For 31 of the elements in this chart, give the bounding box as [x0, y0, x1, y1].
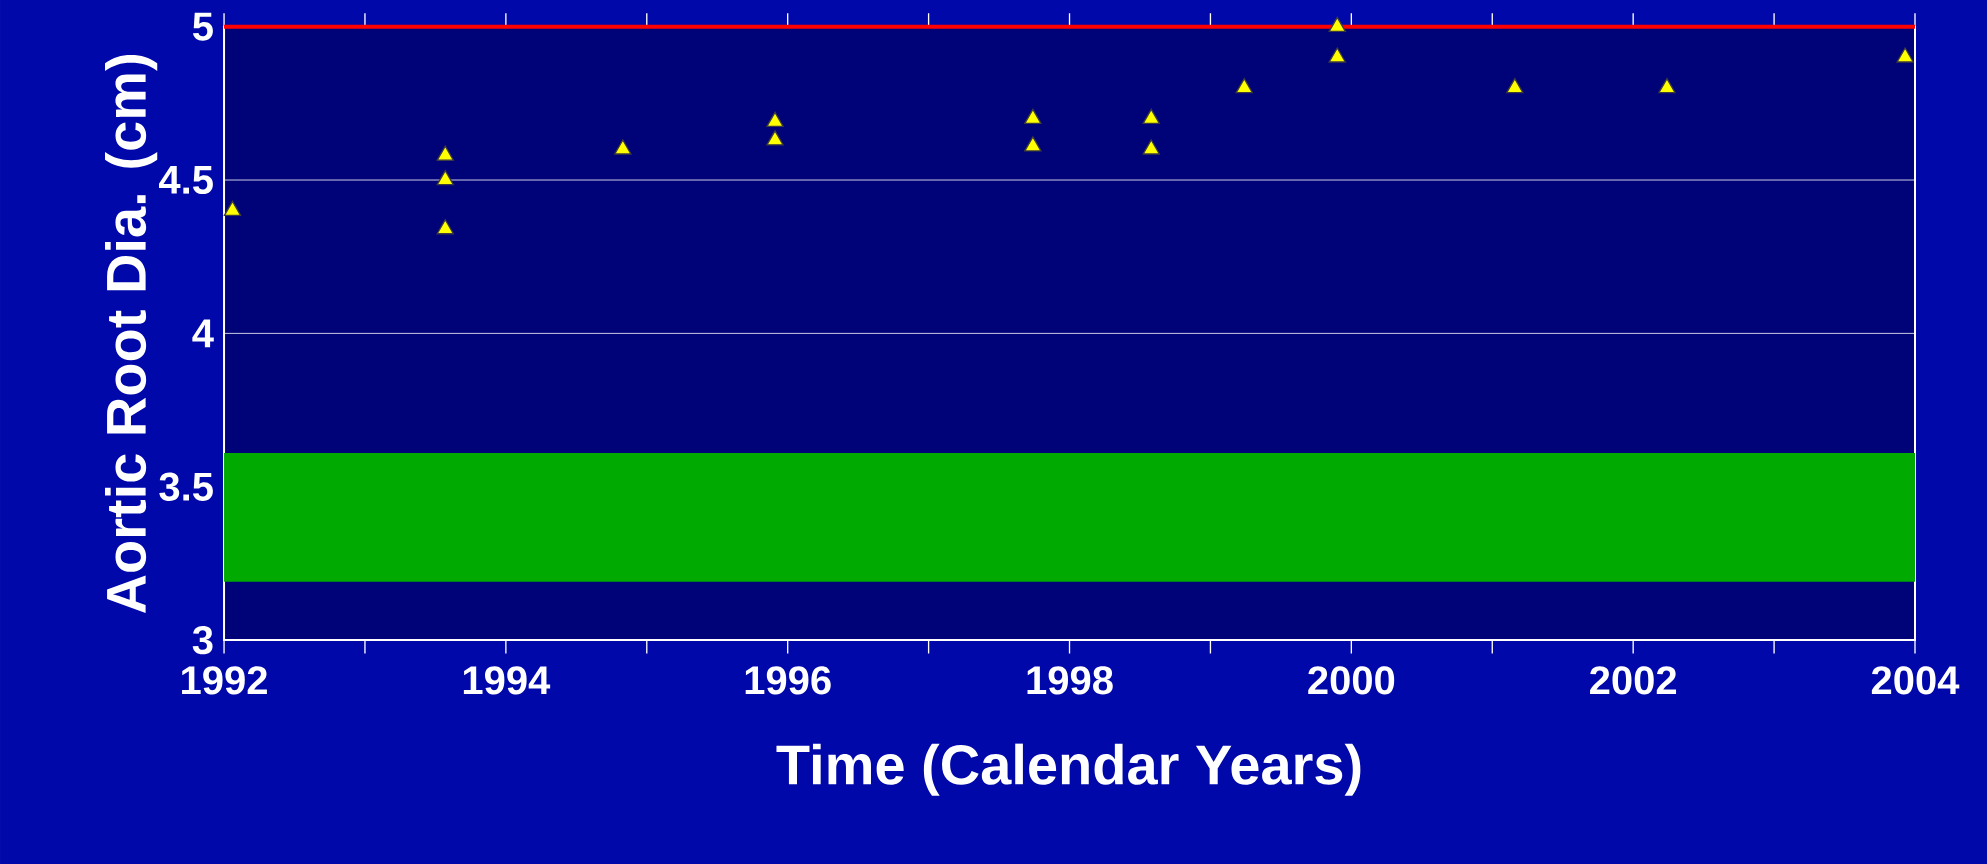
point [436, 219, 455, 235]
x-tick-label: 1994 [463, 666, 551, 695]
point [1142, 139, 1160, 155]
x-tick-label: 2004 [1871, 666, 1960, 695]
y-tick-label: 5 [192, 12, 213, 41]
point [1658, 77, 1676, 94]
x-tick-label: 1998 [1027, 666, 1113, 695]
x-tick-label: 1992 [182, 666, 267, 695]
point [1328, 16, 1347, 32]
x-tick-label: 2002 [1590, 666, 1677, 695]
x-tick-label: 1996 [745, 666, 831, 695]
y-tick-label: 4.5 [158, 166, 213, 194]
point [436, 169, 455, 186]
point [1328, 47, 1347, 63]
point [1024, 108, 1042, 124]
point [766, 130, 784, 146]
x-tick-label: 2000 [1308, 666, 1395, 695]
point [766, 111, 784, 128]
y-tick-label: 3.5 [159, 472, 213, 501]
point [436, 145, 455, 161]
y-tick-label: 3 [192, 625, 213, 655]
point [1024, 136, 1042, 152]
point [1896, 47, 1914, 63]
y-tick-label: 4 [192, 319, 214, 348]
point [223, 200, 242, 216]
y-axis-title: Aortic Root Dia. (cm) [105, 55, 158, 614]
point [614, 139, 632, 155]
point [1235, 77, 1254, 94]
point [1142, 108, 1160, 124]
x-axis-title: Time (Calendar Years) [776, 743, 1361, 796]
point [1506, 77, 1524, 94]
